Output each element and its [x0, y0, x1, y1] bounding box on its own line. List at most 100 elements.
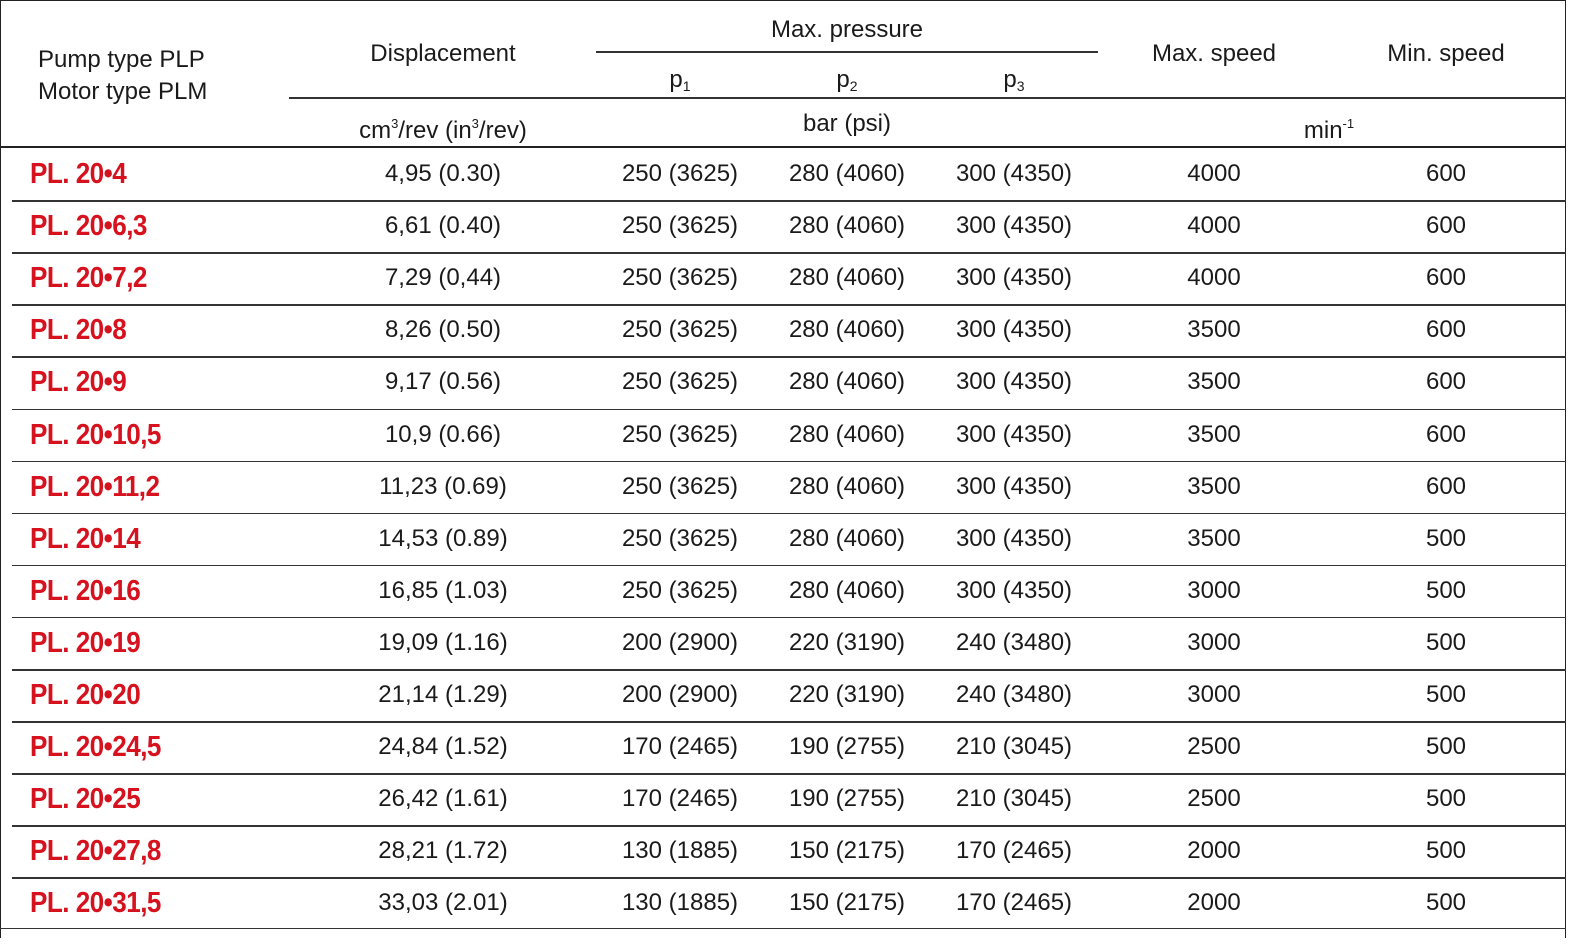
row-divider — [12, 669, 1566, 671]
cell-max-speed: 4000 — [1187, 212, 1241, 240]
cell-p1: 200 (2900) — [621, 628, 739, 656]
table-row: PL. 20•20 21,14 (1.29) 200 (2900) 220 (3190… — [0, 669, 1566, 721]
max-speed-header: Max. speed — [1151, 40, 1277, 67]
cell-p1: 250 (3625) — [621, 160, 739, 187]
cell-min-speed: 500 — [1425, 576, 1467, 604]
p3-header: p3 — [1003, 66, 1024, 100]
cell-p3: 300 (4350) — [955, 160, 1073, 187]
cell-p3: 300 (4350) — [955, 212, 1073, 240]
displacement-header: Displacement — [370, 40, 516, 67]
row-divider — [12, 304, 1566, 306]
row-divider — [12, 877, 1566, 879]
cell-displacement: 19,09 (1.16) — [378, 628, 508, 656]
row-divider — [12, 512, 1566, 515]
table-row: PL. 20•4 4,95 (0.30) 250 (3625) 280 (4060) 3… — [0, 148, 1566, 200]
cell-displacement: 28,21 (1.72) — [378, 837, 508, 865]
cell-max-speed: 3500 — [1187, 368, 1241, 396]
cell-p1: 170 (2465) — [621, 733, 739, 761]
cell-p1: 250 (3625) — [621, 212, 739, 240]
cell-max-speed: 2500 — [1187, 785, 1241, 813]
cell-min-speed: 600 — [1425, 264, 1467, 292]
table-row: PL. 20•6,3 6,61 (0.40) 250 (3625) 280 (4060… — [0, 200, 1566, 252]
cell-p1: 200 (2900) — [621, 681, 739, 708]
cell-min-speed: 500 — [1425, 837, 1467, 865]
max-pressure-header: Max. pressure — [770, 16, 924, 43]
cell-displacement: 6,61 (0.40) — [384, 212, 502, 240]
cell-min-speed: 500 — [1425, 889, 1467, 917]
cell-p3: 210 (3045) — [955, 733, 1073, 761]
model-code: PL. 20•11,2 — [30, 470, 160, 503]
row-divider — [12, 773, 1566, 775]
cell-max-speed: 4000 — [1187, 264, 1241, 292]
table-bottom-border — [0, 927, 1566, 929]
cell-p3: 240 (3480) — [955, 628, 1073, 656]
cell-p1: 250 (3625) — [621, 316, 739, 344]
cell-min-speed: 500 — [1425, 681, 1467, 708]
cell-displacement: 26,42 (1.61) — [378, 785, 508, 813]
model-code: PL. 20•27,8 — [30, 835, 161, 868]
cell-p2: 280 (4060) — [788, 524, 906, 552]
p1-subscript: 1 — [682, 78, 691, 94]
p1-header: p1 — [669, 66, 690, 100]
table-row: PL. 20•11,2 11,23 (0.69) 250 (3625) 280 (40… — [0, 461, 1566, 513]
table-row: PL. 20•24,5 24,84 (1.52) 170 (2465) 190 (27… — [0, 721, 1566, 773]
cell-p3: 210 (3045) — [955, 785, 1073, 813]
cell-displacement: 21,14 (1.29) — [378, 681, 508, 708]
cell-max-speed: 3000 — [1187, 628, 1241, 656]
table-row: PL. 20•9 9,17 (0.56) 250 (3625) 280 (4060) 3… — [0, 356, 1566, 408]
cell-min-speed: 500 — [1425, 785, 1467, 813]
cell-max-speed: 2000 — [1187, 889, 1241, 917]
cell-min-speed: 600 — [1425, 472, 1467, 500]
header-bottom-border — [0, 146, 1566, 148]
p3-subscript: 3 — [1016, 78, 1025, 94]
row-divider — [12, 200, 1566, 202]
cell-min-speed: 500 — [1425, 628, 1467, 656]
model-code: PL. 20•19 — [30, 626, 141, 659]
cell-p3: 240 (3480) — [955, 681, 1073, 708]
cell-displacement: 10,9 (0.66) — [384, 420, 502, 448]
cell-p1: 130 (1885) — [621, 889, 739, 917]
cell-min-speed: 600 — [1425, 160, 1467, 187]
cell-p2: 280 (4060) — [788, 212, 906, 240]
cell-p2: 150 (2175) — [788, 889, 906, 917]
cell-displacement: 9,17 (0.56) — [384, 368, 502, 396]
table-row: PL. 20•7,2 7,29 (0,44) 250 (3625) 280 (4060… — [0, 252, 1566, 304]
cell-max-speed: 3500 — [1187, 524, 1241, 552]
cell-p2: 280 (4060) — [788, 368, 906, 396]
row-divider — [12, 460, 1566, 463]
cell-p2: 190 (2755) — [788, 785, 906, 813]
cell-p3: 300 (4350) — [955, 576, 1073, 604]
cell-p3: 300 (4350) — [955, 264, 1073, 292]
cell-p2: 280 (4060) — [788, 420, 906, 448]
cell-displacement: 16,85 (1.03) — [378, 576, 508, 604]
cell-displacement: 11,23 (0.69) — [379, 472, 507, 500]
header-divider — [289, 97, 1566, 99]
model-code: PL. 20•8 — [30, 314, 127, 347]
model-code: PL. 20•7,2 — [30, 262, 147, 295]
cell-min-speed: 500 — [1425, 733, 1467, 761]
cell-max-speed: 3500 — [1187, 472, 1241, 500]
cell-p3: 170 (2465) — [955, 837, 1073, 865]
table-row: PL. 20•25 26,42 (1.61) 170 (2465) 190 (2755… — [0, 773, 1566, 825]
cell-p2: 280 (4060) — [788, 264, 906, 292]
p2-letter: p — [836, 66, 850, 93]
unit-sup-3b: 3 — [471, 116, 479, 131]
model-code: PL. 20•25 — [30, 783, 141, 816]
cell-max-speed: 2500 — [1187, 733, 1241, 761]
cell-max-speed: 3500 — [1187, 316, 1241, 344]
pump-type-label: Pump type PLP — [38, 46, 205, 73]
row-divider — [12, 408, 1566, 410]
model-code: PL. 20•24,5 — [30, 731, 161, 764]
cell-displacement: 33,03 (2.01) — [378, 889, 508, 917]
table-row: PL. 20•16 16,85 (1.03) 250 (3625) 280 (4060… — [0, 565, 1566, 617]
unit-rev-close: /rev) — [478, 117, 527, 144]
cell-p2: 280 (4060) — [788, 316, 906, 344]
row-divider — [12, 721, 1566, 723]
cell-displacement: 8,26 (0.50) — [384, 316, 502, 344]
cell-p3: 300 (4350) — [955, 316, 1073, 344]
p3-letter: p — [1003, 66, 1017, 93]
cell-min-speed: 500 — [1425, 524, 1467, 552]
cell-p1: 250 (3625) — [621, 576, 739, 604]
cell-min-speed: 600 — [1425, 212, 1467, 240]
table-row: PL. 20•31,5 33,03 (2.01) 130 (1885) 150 (21… — [0, 877, 1566, 929]
